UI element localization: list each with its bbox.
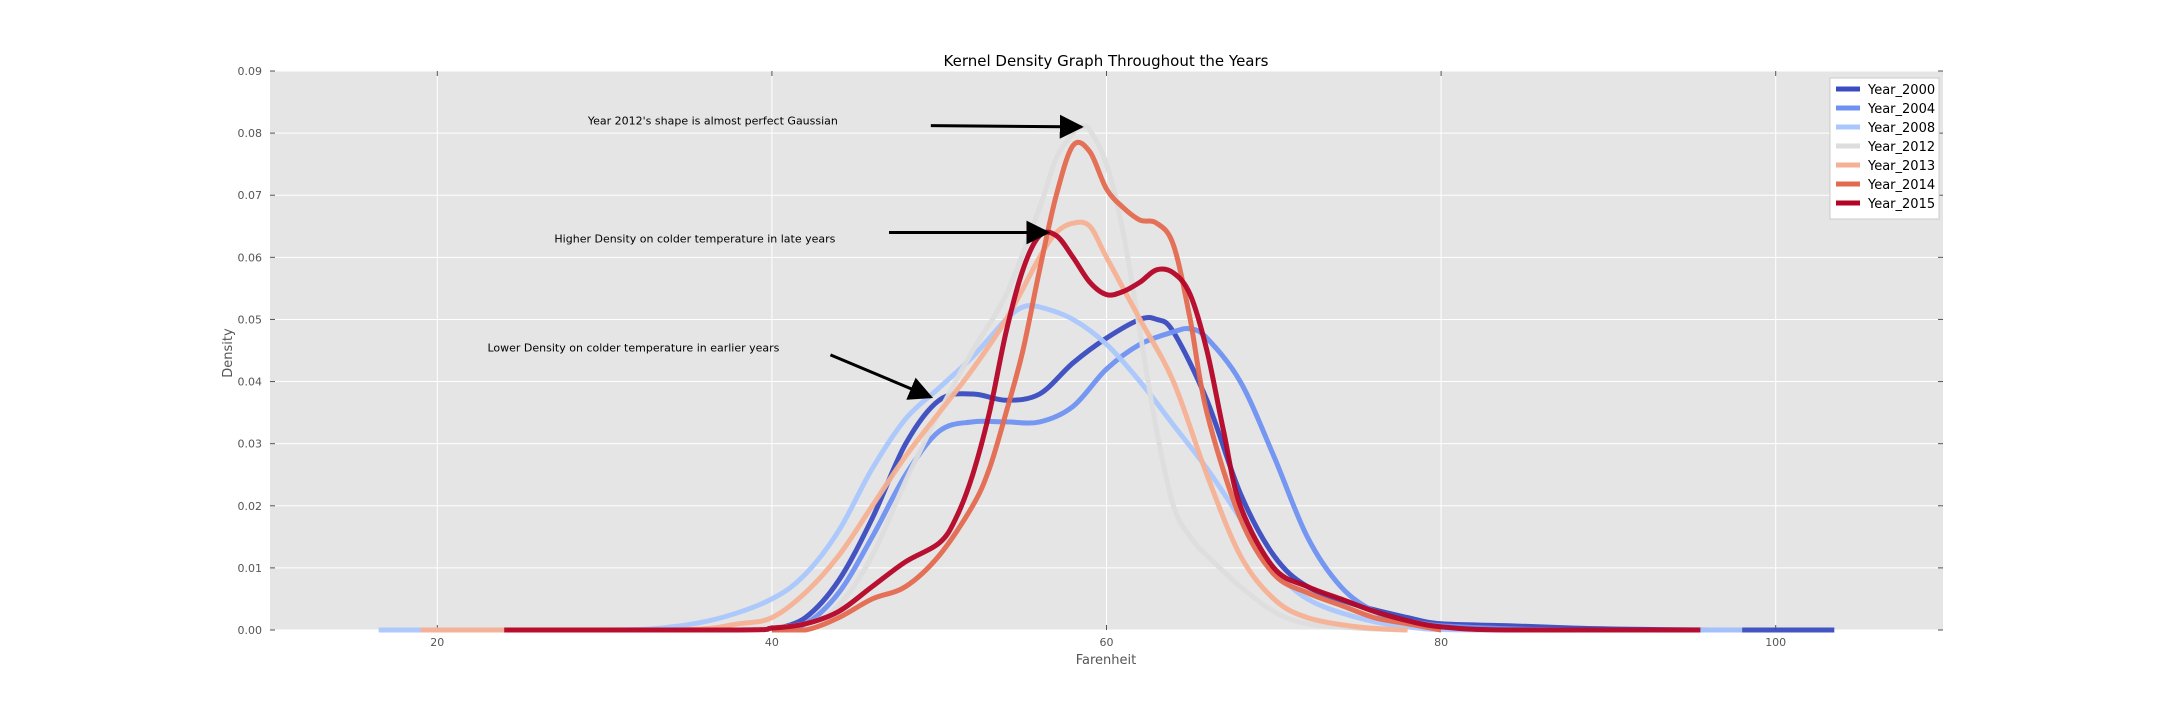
y-tick-label: 0.02: [238, 500, 263, 513]
legend: Year_2000 Year_2004 Year_2008 Year_2012 Year…: [1829, 77, 1940, 220]
y-tick-label: 0.05: [238, 313, 263, 326]
annotation-text: Lower Density on colder temperature in e…: [487, 341, 779, 354]
x-tick-label: 20: [430, 636, 444, 649]
legend-entry: Year_2000: [1867, 83, 1935, 98]
axis-ticks: 20 40 60 80 100 0.00 0.01 0.02 0.03 0.04 0.05 0.06 0…: [238, 65, 1943, 649]
x-tick-label: 80: [1434, 636, 1448, 649]
legend-entry: Year_2012: [1867, 140, 1935, 155]
legend-entry: Year_2013: [1867, 159, 1935, 174]
chart-title: Kernel Density Graph Throughout the Year…: [944, 52, 1269, 70]
series-line-year-2014: [771, 139, 1442, 633]
series-group: [378, 123, 1835, 633]
x-tick-label: 100: [1765, 636, 1786, 649]
legend-entry: Year_2008: [1867, 121, 1935, 136]
y-tick-label: 0.03: [238, 438, 263, 451]
y-tick-label: 0.04: [238, 376, 263, 389]
y-axis-label: Density: [221, 328, 236, 378]
legend-entry: Year_2014: [1867, 178, 1935, 193]
y-tick-label: 0.06: [238, 251, 263, 264]
series-line-year-2015: [504, 229, 1701, 633]
y-tick-label: 0.07: [238, 189, 263, 202]
y-tick-label: 0.01: [238, 562, 263, 575]
x-axis-label: Farenheit: [1076, 653, 1137, 668]
legend-entry: Year_2004: [1867, 102, 1935, 117]
series-line-year-2012: [738, 123, 1408, 633]
y-tick-label: 0.00: [238, 624, 263, 637]
y-tick-label: 0.08: [238, 127, 263, 140]
annotation-arrow: [930, 114, 1084, 139]
annotations-group: Year 2012's shape is almost perfect Gaus…: [487, 114, 1084, 400]
annotation-arrow: [829, 353, 934, 400]
legend-entry: Year_2015: [1867, 197, 1935, 212]
x-tick-label: 40: [765, 636, 779, 649]
annotation-text: Higher Density on colder temperature in …: [554, 233, 835, 246]
y-tick-label: 0.09: [238, 65, 263, 78]
annotation-text: Year 2012's shape is almost perfect Gaus…: [587, 115, 838, 128]
x-tick-label: 60: [1100, 636, 1114, 649]
